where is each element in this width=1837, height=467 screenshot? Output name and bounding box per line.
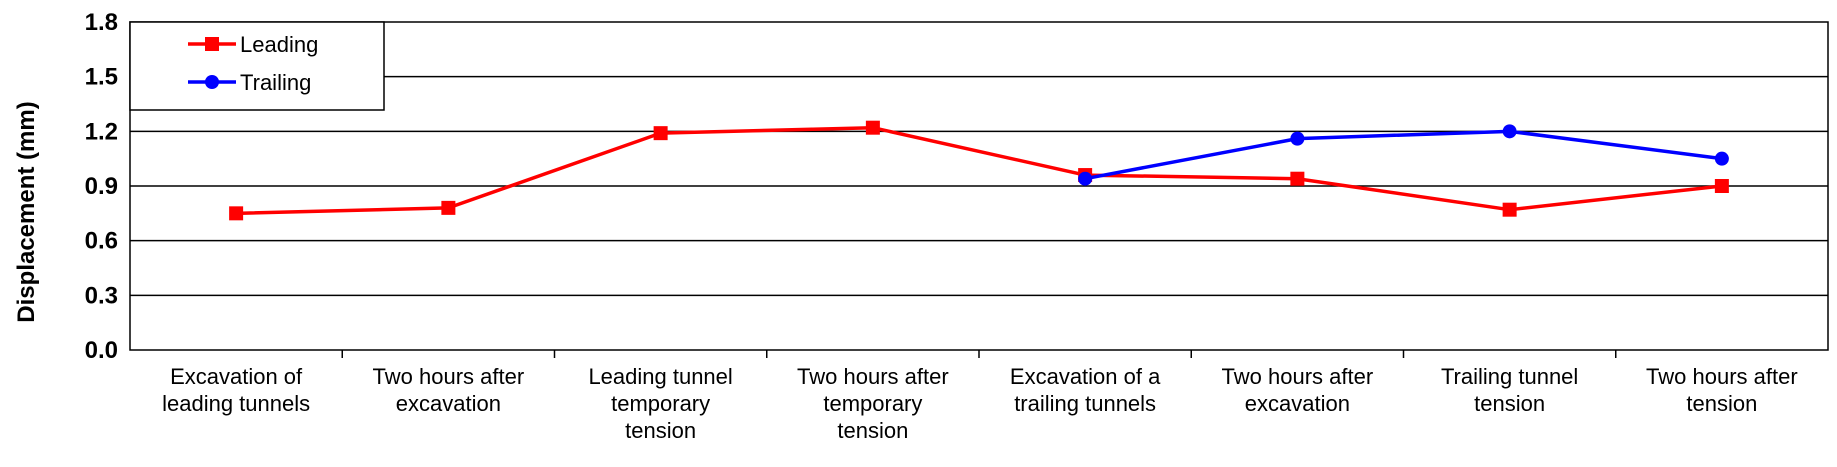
x-tick-label-line: tension (1474, 391, 1545, 416)
x-tick-label-line: temporary (823, 391, 922, 416)
x-tick-label-line: tension (1686, 391, 1757, 416)
data-point (229, 206, 244, 221)
legend-item-leading: Leading (188, 32, 318, 57)
y-tick-label: 1.5 (85, 64, 118, 91)
legend-item-trailing: Trailing (188, 70, 311, 95)
y-tick-label: 0.0 (85, 337, 118, 364)
series-leading (229, 120, 1729, 221)
x-tick-label: Two hours after excavation (373, 364, 525, 416)
x-tick-label-line: Two hours after (1646, 364, 1798, 389)
x-tick-label: Two hours after tension (1646, 364, 1798, 416)
x-tick-label-line: leading tunnels (162, 391, 310, 416)
x-tick-label: Two hours after temporary tension (797, 364, 949, 443)
x-tick-label: Excavation of leading tunnels (162, 364, 310, 416)
data-point (1714, 179, 1729, 193)
x-tick-label-line: Excavation of (170, 364, 303, 389)
x-tick-label-line: excavation (1245, 391, 1350, 416)
gridlines (130, 75, 1828, 297)
data-point (1078, 171, 1093, 186)
x-tick-label: Two hours after excavation (1222, 364, 1374, 416)
data-point (1714, 151, 1729, 166)
legend-box (129, 21, 385, 111)
series-line-trailing (1084, 129, 1723, 181)
data-point (653, 126, 668, 141)
x-tick-label: Trailing tunnel tension (1441, 364, 1578, 416)
legend-marker (205, 75, 219, 89)
y-tick-label: 1.8 (85, 9, 118, 36)
x-tick-label-line: tension (625, 418, 696, 443)
x-tick-label-line: excavation (396, 391, 501, 416)
x-tick-label-line: Leading tunnel (588, 364, 732, 389)
y-axis-label: Displacement (mm) (13, 101, 40, 322)
x-tick-label-line: Two hours after (797, 364, 949, 389)
data-point (1290, 171, 1305, 186)
legend-label: Leading (240, 32, 318, 57)
y-tick-label: 0.6 (85, 228, 118, 255)
x-tick-label-line: Trailing tunnel (1441, 364, 1578, 389)
legend-label: Trailing (240, 70, 311, 95)
y-tick-label: 0.3 (85, 282, 118, 309)
legend-marker (205, 37, 219, 51)
x-tick-label-line: Two hours after (1222, 364, 1374, 389)
data-point (865, 120, 880, 135)
y-tick-label: 0.9 (85, 173, 118, 200)
x-axis-ticks: Excavation of leading tunnels Two hours af… (162, 350, 1798, 443)
data-point (441, 200, 456, 215)
x-tick-label-line: temporary (611, 391, 710, 416)
x-tick-label-line: Excavation of a (1010, 364, 1161, 389)
x-tick-label-line: Two hours after (373, 364, 525, 389)
data-point (1502, 124, 1517, 139)
x-tick-label: Leading tunnel temporary tension (588, 364, 732, 443)
series-layer (229, 120, 1729, 221)
series-trailing (1078, 124, 1729, 186)
x-tick-label-line: trailing tunnels (1014, 391, 1156, 416)
x-tick-label: Excavation of a trailing tunnels (1010, 364, 1161, 416)
data-point (1502, 202, 1517, 217)
y-axis-ticks: 0.0 0.3 0.6 0.9 1.2 1.5 1.8 (85, 9, 118, 364)
series-line-leading (236, 125, 1723, 216)
x-tick-label-line: tension (837, 418, 908, 443)
data-point (1290, 131, 1305, 146)
legend: Leading Trailing (129, 21, 385, 111)
y-tick-label: 1.2 (85, 118, 118, 145)
